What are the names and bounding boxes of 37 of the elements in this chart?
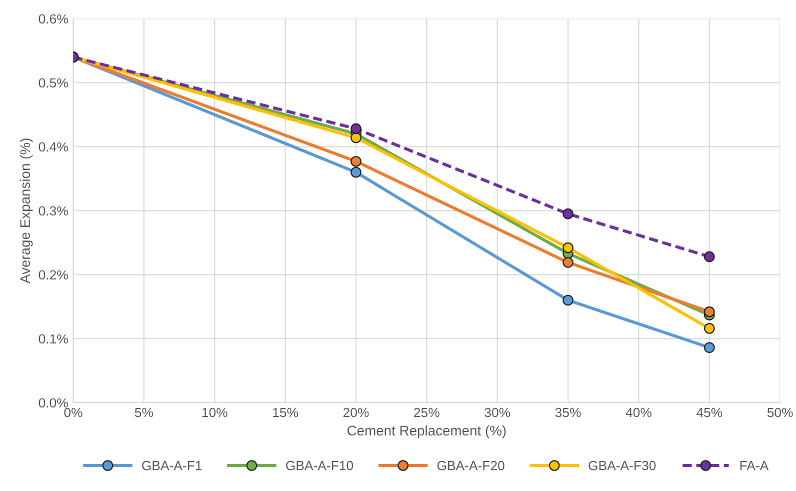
x-tick-label: 10%	[202, 408, 228, 418]
y-tick-label: 0.4%	[38, 142, 68, 152]
y-tick-label: 0.6%	[38, 14, 68, 24]
legend-label: GBA-A-F1	[142, 460, 202, 470]
x-tick-label: 5%	[134, 408, 153, 418]
legend-label: GBA-A-F30	[588, 460, 656, 470]
legend-label: FA-A	[740, 461, 769, 470]
point	[562, 294, 574, 306]
legend-label: GBA-A-F10	[286, 460, 354, 470]
y-tick-label: 0.2%	[38, 270, 68, 280]
x-tick-label: 15%	[273, 408, 298, 418]
y-tick-label: 0.0%	[38, 398, 68, 408]
point	[704, 342, 715, 353]
point	[350, 166, 362, 178]
point	[562, 242, 574, 254]
x-tick-label: 30%	[484, 408, 510, 418]
point	[350, 132, 362, 144]
point	[350, 156, 362, 167]
x-axis-title: Cement Replacement (%)	[347, 425, 506, 438]
x-tick-label: 0%	[64, 408, 82, 418]
point	[704, 251, 715, 262]
x-tick-label: 45%	[696, 408, 722, 418]
x-tick-label: 25%	[414, 408, 440, 418]
x-tick-label: 20%	[343, 408, 369, 418]
legend-label: GBA-A-F20	[437, 460, 504, 470]
y-tick-label: 0.5%	[38, 78, 68, 88]
x-tick-label: 35%	[555, 408, 581, 418]
y-tick-label: 0.1%	[38, 334, 68, 344]
point	[704, 306, 715, 318]
x-tick-label: 50%	[767, 408, 793, 418]
y-tick-label: 0.3%	[38, 206, 68, 216]
point	[350, 123, 362, 134]
point	[704, 322, 715, 334]
point	[562, 257, 574, 268]
y-axis-title: Average Expansion (%)	[20, 138, 33, 284]
point	[562, 208, 574, 220]
x-tick-label: 40%	[626, 408, 652, 418]
